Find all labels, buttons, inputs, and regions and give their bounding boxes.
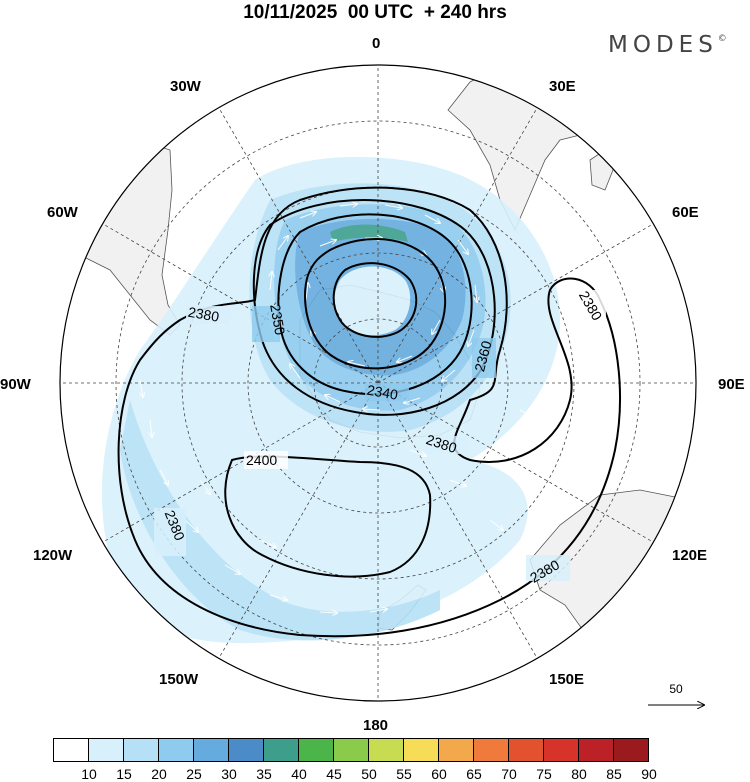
map-frame — [59, 64, 697, 702]
colorbar-tick-label: 75 — [536, 766, 552, 782]
colorbar-cell — [543, 738, 579, 762]
contour-label: 2380 — [187, 304, 221, 325]
colorbar-cell — [473, 738, 509, 762]
band-40-jet — [330, 224, 408, 242]
colorbar-cell — [228, 738, 264, 762]
madagascar-land — [589, 149, 616, 191]
lon-label-120e: 120E — [672, 547, 708, 564]
colorbar-tick-label: 45 — [326, 766, 342, 782]
contour-label: 2400 — [246, 452, 277, 468]
colorbar-cell — [193, 738, 229, 762]
contour-labels: 2380 2350 2360 2340 2380 2400 2380 2380 … — [154, 288, 606, 586]
colorbar-tick-label: 50 — [361, 766, 377, 782]
colorbar-cell — [403, 738, 439, 762]
map-title: 10/11/2025 00 UTC + 240 hrs — [243, 2, 507, 23]
colorbar-tick-label: 15 — [116, 766, 132, 782]
lon-label-120w: 120W — [33, 547, 73, 564]
colorbar-cell — [88, 738, 124, 762]
colorbar-tick-label: 65 — [466, 766, 482, 782]
contour-label: 2340 — [366, 382, 400, 403]
lon-label-90e: 90E — [718, 376, 745, 393]
colorbar-tick-label: 10 — [81, 766, 97, 782]
colorbar-cell — [613, 738, 649, 762]
lon-label-0: 0 — [372, 35, 381, 52]
colorbar-cell — [158, 738, 194, 762]
colorbar-tick-label: 40 — [291, 766, 307, 782]
contour-label: 2360 — [471, 339, 495, 373]
colorbar-cell — [53, 738, 89, 762]
colorbar-tick-label: 80 — [571, 766, 587, 782]
lon-label-30w: 30W — [170, 78, 201, 95]
core-calm — [334, 266, 411, 336]
colorbar-tick-label: 85 — [606, 766, 622, 782]
colorbar-cell — [368, 738, 404, 762]
brand-logo: MODES© — [608, 32, 727, 58]
colorbar-tick-label: 25 — [186, 766, 202, 782]
colorbar-tick-label: 20 — [151, 766, 167, 782]
colorbar-tick-label: 55 — [396, 766, 412, 782]
wind-shading — [101, 156, 560, 644]
height-contours — [117, 186, 621, 638]
band-15-trough — [120, 400, 440, 641]
colorbar-cell — [123, 738, 159, 762]
lon-label-60w: 60W — [47, 204, 78, 221]
contour-label: 2350 — [267, 303, 288, 337]
contour-2400 — [224, 455, 432, 578]
graticule — [60, 65, 696, 701]
contour-2380-north — [117, 186, 621, 638]
colorbar-cell — [333, 738, 369, 762]
lon-label-150w: 150W — [159, 671, 199, 688]
colorbar — [53, 738, 649, 762]
colorbar-cell — [263, 738, 299, 762]
lon-label-60e: 60E — [672, 204, 699, 221]
lon-label-30e: 30E — [549, 78, 576, 95]
lon-label-150e: 150E — [549, 671, 585, 688]
contour-2340 — [304, 238, 447, 370]
reference-vector-label: 50 — [669, 682, 683, 696]
colorbar-cell — [298, 738, 334, 762]
colorbar-tick-label: 30 — [221, 766, 237, 782]
lon-label-180: 180 — [363, 717, 389, 734]
colorbar-cell — [578, 738, 614, 762]
colorbar-tick-label: 90 — [641, 766, 657, 782]
lon-label-90w: 90W — [0, 376, 31, 393]
colorbar-cell — [508, 738, 544, 762]
south-america-land — [60, 139, 181, 336]
colorbar-tick-label: 60 — [431, 766, 447, 782]
colorbar-cell — [438, 738, 474, 762]
contour-2340-inner — [332, 262, 418, 338]
colorbar-tick-label: 35 — [256, 766, 272, 782]
colorbar-tick-label: 70 — [501, 766, 517, 782]
